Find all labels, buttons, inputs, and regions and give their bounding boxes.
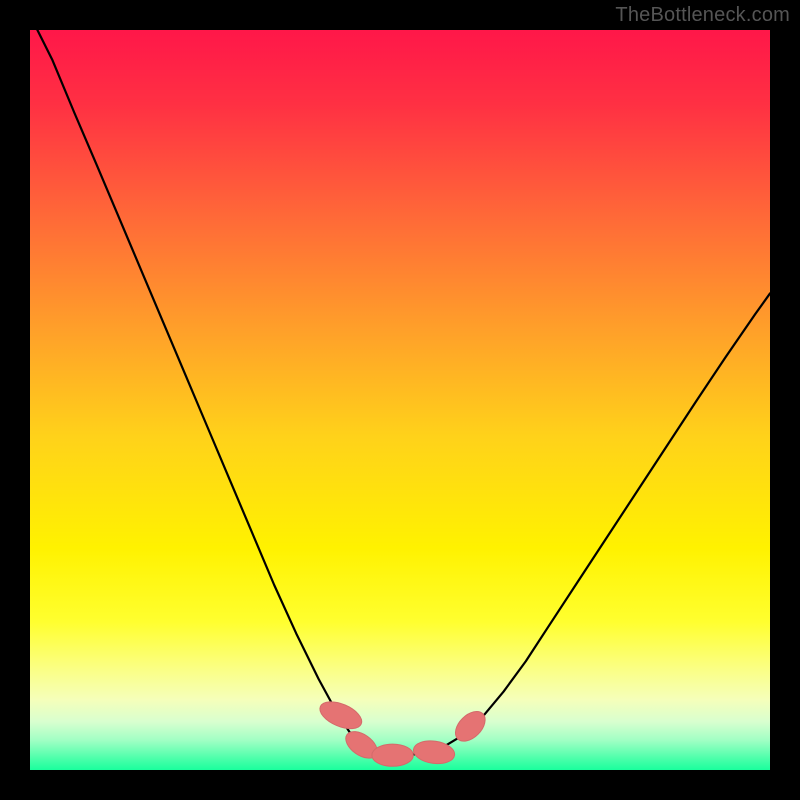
chart-gradient-bg (30, 30, 770, 770)
chart-root: TheBottleneck.com (0, 0, 800, 800)
chart-svg (0, 0, 800, 800)
watermark-label: TheBottleneck.com (615, 4, 790, 27)
curve-marker (372, 744, 413, 766)
